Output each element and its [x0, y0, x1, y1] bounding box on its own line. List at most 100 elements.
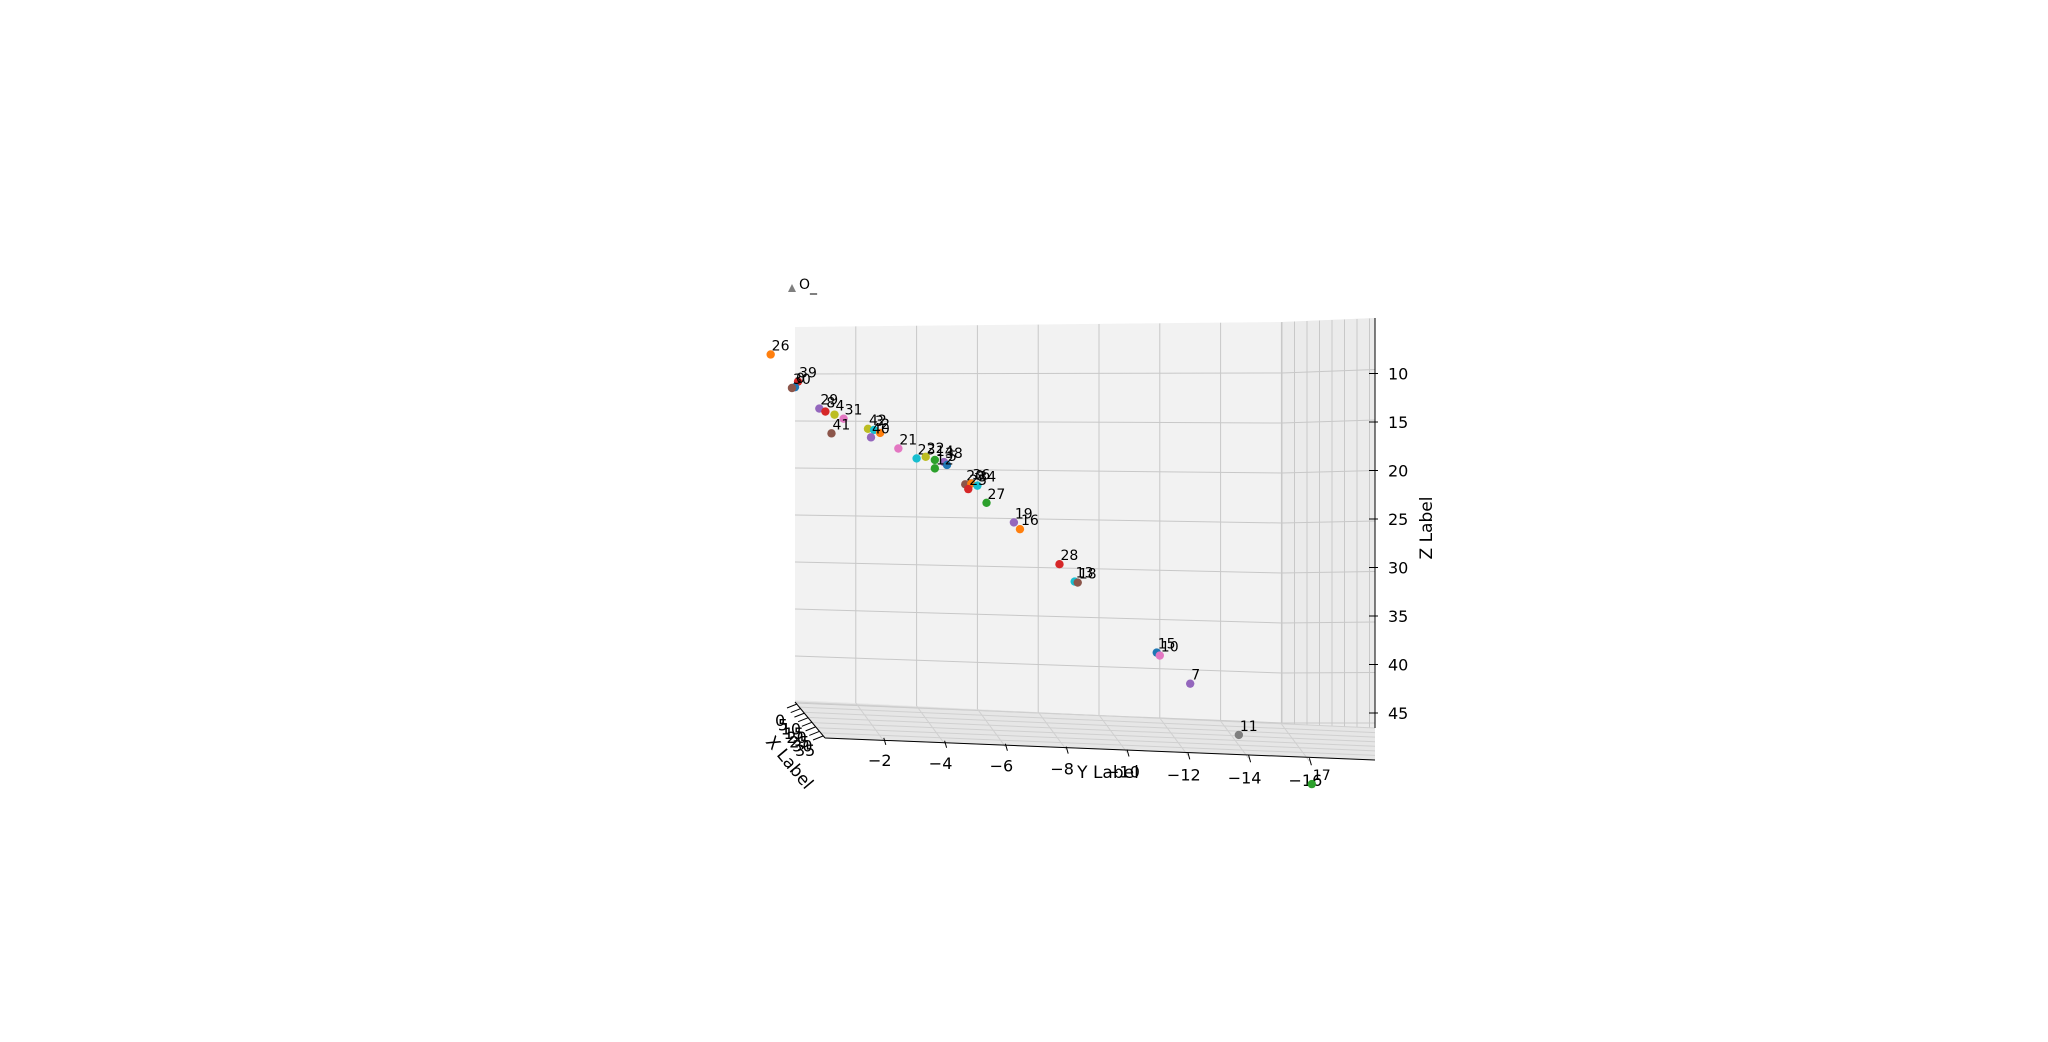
data-point-label: 30: [793, 372, 811, 388]
data-point: [1155, 651, 1165, 660]
data-point-label: 41: [832, 417, 850, 433]
data-point: [1234, 730, 1244, 740]
y-tick-label: −14: [1228, 768, 1262, 787]
x-axis-line: [794, 701, 826, 739]
data-point-label: 42: [869, 413, 887, 429]
z-grid-line: [794, 655, 1283, 674]
floor-grid-line: [794, 701, 1376, 729]
data-point-label: 12: [936, 452, 954, 468]
z-grid-line-side: [1281, 419, 1376, 424]
floor-grid-line: [807, 716, 1376, 743]
axes-frame: [794, 318, 1376, 761]
data-point-label: 4: [836, 399, 845, 415]
z-grid-line-side: [1281, 369, 1376, 374]
z-grid-line-side: [1281, 672, 1376, 674]
z-grid-line: [794, 467, 1283, 474]
origin-marker: O _: [788, 277, 818, 295]
x-tick-label: 20: [786, 728, 806, 747]
z-tick-label: 15: [1388, 413, 1408, 432]
data-point-label: 13: [1076, 566, 1094, 582]
data-point: [912, 454, 921, 463]
origin-triangle-icon: [788, 284, 796, 292]
y-tick-label: −8: [1050, 760, 1074, 779]
data-point-label: 28: [1060, 548, 1078, 564]
data-point: [973, 481, 982, 490]
y-tick-label: −2: [868, 751, 892, 770]
y-axis-line: [824, 737, 1376, 761]
floor-grid-line: [820, 732, 1376, 756]
data-point-label: 34: [978, 470, 996, 486]
floor-grid-line-y: [976, 708, 1006, 747]
x-tick-label: 35: [795, 741, 815, 760]
data-point-label: 18: [1079, 567, 1097, 583]
floor-grid-line-y: [1098, 714, 1128, 753]
data-point: [827, 429, 836, 438]
data-point-label: 36: [972, 468, 990, 484]
floor-grid-line: [816, 727, 1376, 752]
z-grid-line: [794, 561, 1283, 574]
y-tick-mark: [1187, 752, 1191, 760]
data-point-label: 25: [969, 473, 987, 489]
data-point-label: 7: [1191, 668, 1200, 684]
origin-underscore: _: [809, 279, 818, 295]
floor-grid-line: [799, 706, 1376, 734]
floor-grid-line-y: [1220, 720, 1249, 759]
y-tick-mark: [1308, 758, 1312, 766]
data-point-label: 40: [872, 421, 890, 437]
x-tick-mark: [812, 735, 824, 741]
z-tick-label: 40: [1388, 656, 1408, 675]
x-tick-mark: [786, 703, 798, 709]
grid-lines: [794, 318, 1376, 762]
data-point-label: 21: [899, 433, 917, 449]
data-point-label: 22: [927, 441, 945, 457]
data-point-label: 5: [948, 449, 957, 465]
z-grid-line: [794, 514, 1283, 524]
z-tick-label: 25: [1388, 510, 1408, 529]
data-point-label: 38: [945, 446, 963, 462]
data-point-label: 16: [1021, 513, 1039, 529]
data-point-label: 0: [796, 371, 805, 387]
x-tick-mark: [801, 721, 813, 727]
y-tick-mark: [1004, 743, 1008, 751]
y-axis-label: Y Label: [1076, 763, 1139, 783]
data-point-label: 39: [799, 366, 817, 382]
data-point-label: 23: [918, 442, 936, 458]
data-point: [787, 383, 797, 393]
data-point-label: 11: [1240, 719, 1258, 735]
y-tick-label: −6: [990, 757, 1014, 776]
data-point-label: 15: [1158, 637, 1176, 653]
x-tick-label: 25: [789, 732, 809, 751]
data-point-label: 31: [845, 403, 863, 419]
z-tick-label: 10: [1388, 365, 1408, 384]
data-point: [942, 460, 952, 470]
z-grid-line-side: [1281, 470, 1376, 474]
y-tick-mark: [944, 740, 948, 748]
x-tick-label: 15: [784, 724, 804, 743]
data-point: [766, 350, 775, 359]
x-tick-label: 10: [781, 720, 801, 739]
floor-grid-line-y: [1037, 711, 1067, 750]
x-tick-label: 30: [792, 737, 812, 756]
data-point-label: 2: [881, 417, 890, 433]
data-point: [921, 452, 930, 462]
data-point: [1307, 779, 1317, 789]
z-axis-label: Z Label: [1417, 497, 1437, 560]
data-point: [866, 433, 876, 442]
y-tick-mark: [1248, 755, 1252, 763]
origin-label: O: [799, 277, 810, 293]
z-tick-label: 30: [1388, 559, 1408, 578]
x-tick-label: 5: [778, 715, 788, 734]
data-point-label: 19: [1015, 506, 1033, 522]
y-tick-mark: [1126, 749, 1130, 757]
x-tick-mark: [797, 717, 809, 723]
data-point: [875, 428, 885, 438]
back-pane: [795, 318, 1375, 728]
y-tick-mark: [883, 737, 887, 746]
data-point: [1073, 578, 1082, 587]
data-point: [964, 484, 973, 494]
floor-grid-line-y: [855, 702, 885, 742]
x-tick-mark: [794, 712, 805, 718]
z-grid-line-side: [1281, 520, 1376, 524]
